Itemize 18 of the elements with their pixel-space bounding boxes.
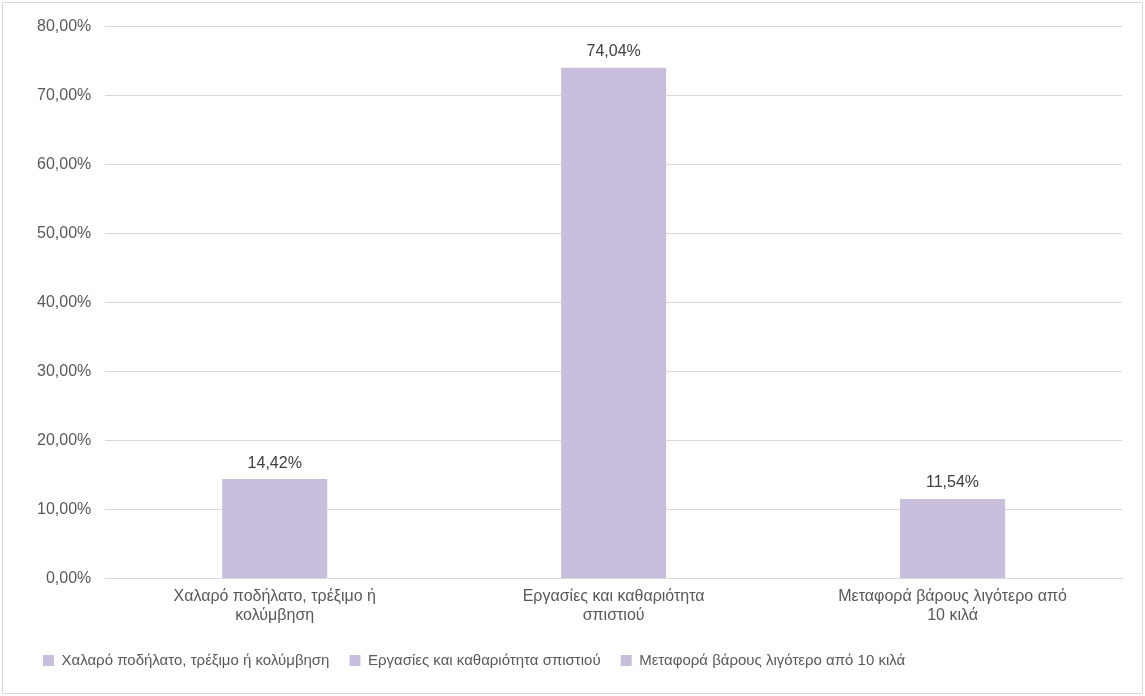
y-tick-label: 70,00% bbox=[37, 86, 92, 104]
x-tick-label: Μεταφορά βάρους λιγότερο από 10 κιλά bbox=[838, 586, 1067, 623]
x-tick-label: Εργασίες και καθαριότητα σπιστιού bbox=[522, 586, 705, 623]
data-label: 14,42% bbox=[247, 453, 302, 471]
y-tick-label: 10,00% bbox=[37, 500, 92, 518]
y-tick-label: 0,00% bbox=[45, 569, 92, 587]
legend-label: Μεταφορά βάρους λιγότερο από 10 κιλά bbox=[639, 650, 906, 668]
y-tick-label: 30,00% bbox=[37, 362, 92, 380]
y-tick-label: 50,00% bbox=[37, 224, 92, 242]
y-tick-label: 20,00% bbox=[37, 431, 92, 449]
y-tick-label: 60,00% bbox=[37, 155, 92, 173]
legend-label: Εργασίες και καθαριότητα σπιστιού bbox=[367, 650, 601, 668]
data-label: 74,04% bbox=[586, 42, 641, 60]
legend-label: Χαλαρό ποδήλατο, τρέξιμο ή κολύμβηση bbox=[61, 650, 330, 668]
y-tick-label: 80,00% bbox=[37, 17, 92, 35]
y-tick-label: 40,00% bbox=[37, 293, 92, 311]
data-label: 11,54% bbox=[926, 473, 980, 491]
x-tick-label: Χαλαρό ποδήλατο, τρέξιμο ή κολύμβηση bbox=[173, 586, 376, 623]
